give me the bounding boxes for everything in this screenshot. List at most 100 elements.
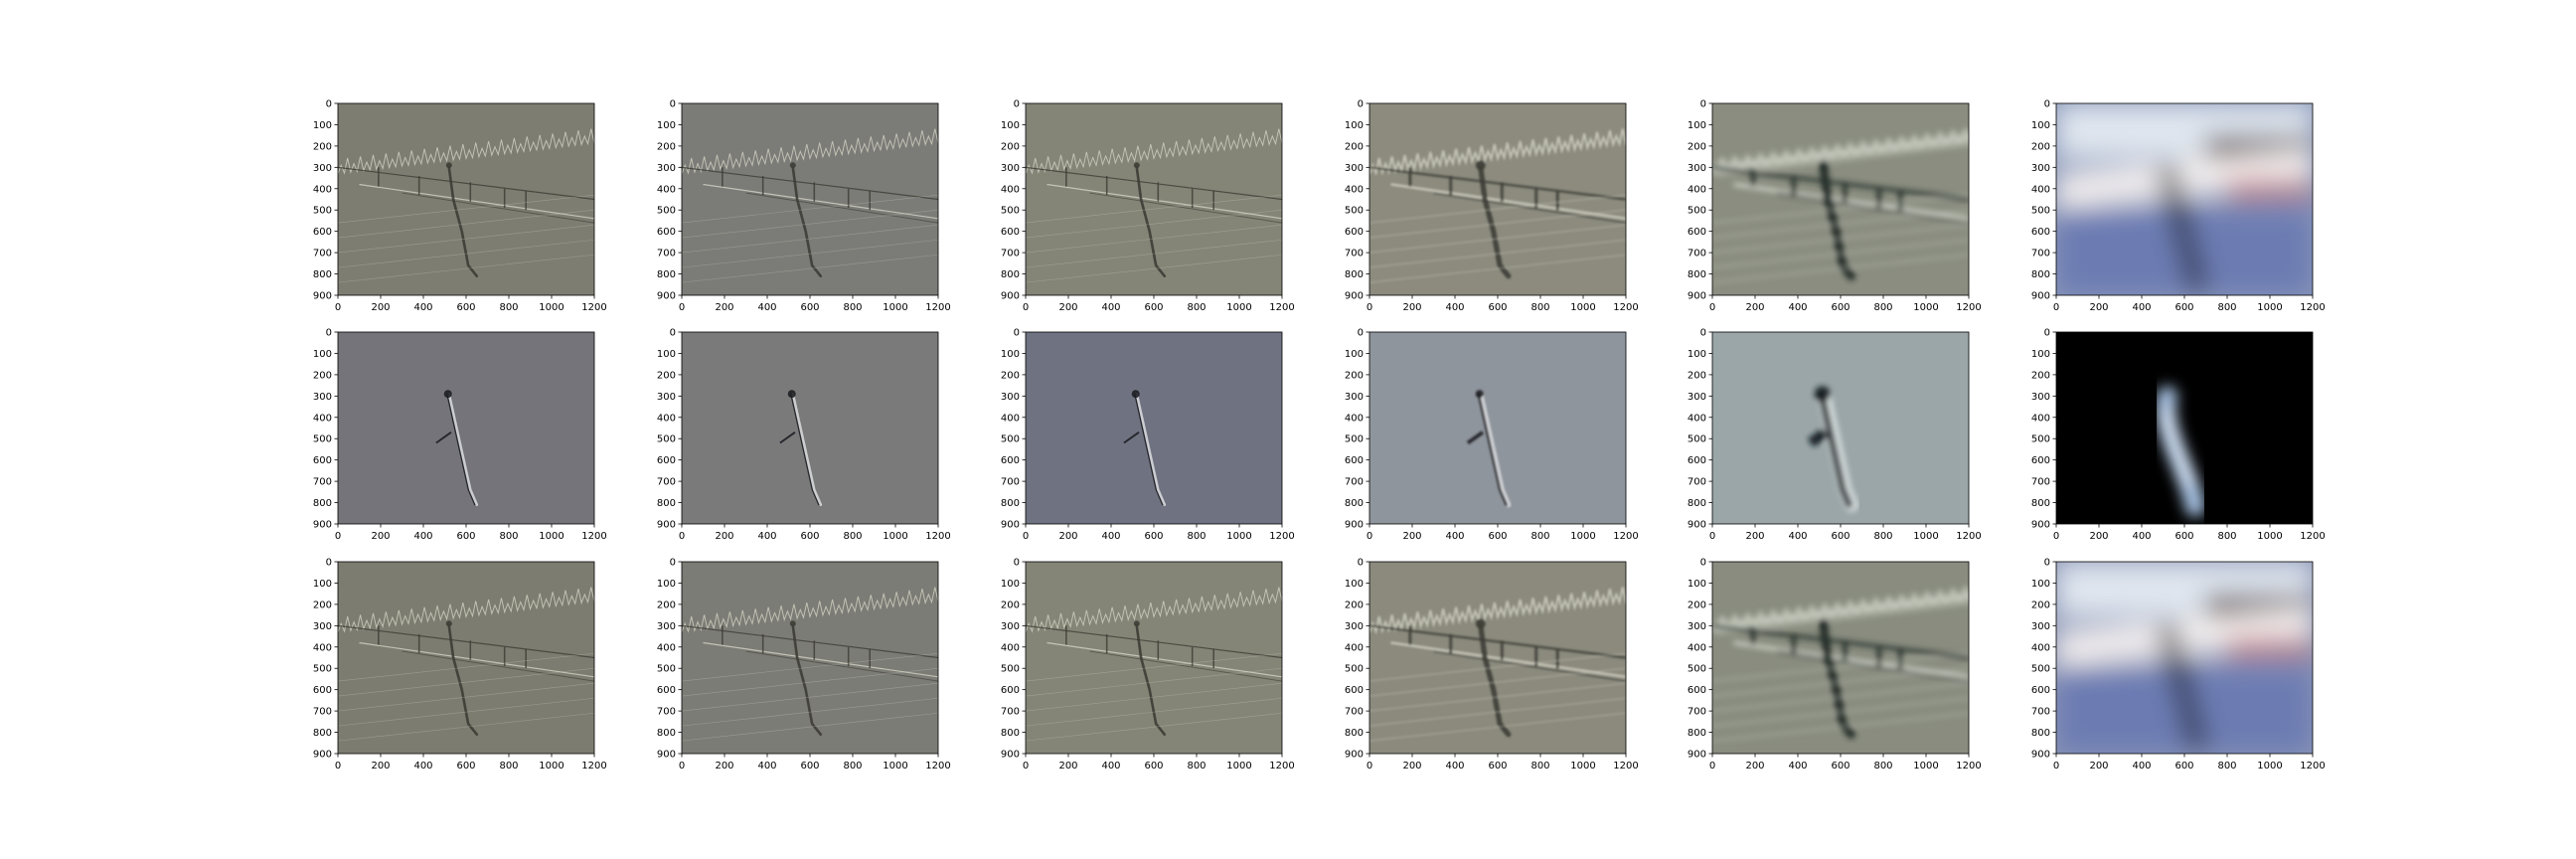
- x-tick-label: 800: [1530, 761, 1549, 772]
- y-tick-label: 200: [2031, 370, 2050, 381]
- x-tick-label: 400: [2132, 531, 2151, 542]
- x-tick-label: 200: [2089, 761, 2108, 772]
- y-tick-label: 400: [657, 184, 676, 195]
- panel-image: [338, 562, 594, 754]
- x-tick-label: 0: [1709, 761, 1715, 772]
- y-tick-label: 0: [1700, 558, 1706, 569]
- panel-r1-c3: 0 200 400 600 800 1000 1200 0 100 200 300 400 500 600…: [1345, 328, 1639, 543]
- x-tick-label: 200: [1402, 761, 1421, 772]
- y-tick-label: 300: [657, 621, 676, 632]
- y-tick-label: 700: [1688, 477, 1706, 488]
- x-tick-label: 200: [1058, 531, 1077, 542]
- x-tick-label: 200: [715, 531, 733, 542]
- panel-r1-c5: 0 200 400 600 800 1000 1200 0 100 200 300 400 500 600…: [2031, 328, 2326, 543]
- x-tick-label: 600: [1488, 302, 1507, 313]
- x-tick-label: 0: [1367, 531, 1372, 542]
- panel-r2-c0: 0 200 400 600 800 1000 1200 0 100 200 300 400 500 600…: [313, 558, 607, 773]
- y-tick-label: 900: [313, 750, 332, 761]
- x-tick-label: 1000: [1570, 302, 1595, 313]
- y-tick-label: 300: [1688, 621, 1706, 632]
- x-tick-label: 0: [1023, 302, 1029, 313]
- panel-image: [1369, 562, 1626, 754]
- y-tick-label: 700: [657, 707, 676, 718]
- x-tick-label: 0: [1023, 531, 1029, 542]
- y-tick-label: 500: [313, 664, 332, 675]
- y-tick-label: 700: [313, 249, 332, 259]
- y-tick-label: 0: [2044, 328, 2050, 339]
- x-tick-label: 1000: [1226, 302, 1251, 313]
- x-tick-label: 0: [2053, 302, 2059, 313]
- x-tick-label: 200: [715, 302, 733, 313]
- y-tick-label: 200: [313, 141, 332, 152]
- y-tick-label: 100: [1688, 120, 1706, 131]
- y-tick-label: 200: [1688, 370, 1706, 381]
- y-tick-label: 300: [313, 392, 332, 403]
- x-tick-label: 200: [1058, 302, 1077, 313]
- y-tick-label: 900: [1345, 520, 1364, 531]
- y-tick-label: 0: [2044, 99, 2050, 110]
- y-tick-label: 0: [1700, 328, 1706, 339]
- y-tick-label: 700: [313, 477, 332, 488]
- x-tick-label: 200: [371, 302, 390, 313]
- panel-image: [682, 103, 938, 295]
- x-tick-label: 1200: [925, 531, 950, 542]
- panel-image: [338, 332, 594, 524]
- y-tick-label: 500: [1001, 664, 1020, 675]
- x-tick-label: 0: [1023, 761, 1029, 772]
- x-tick-label: 1200: [2300, 531, 2325, 542]
- y-tick-label: 300: [657, 163, 676, 174]
- x-tick-label: 200: [2089, 531, 2108, 542]
- y-tick-label: 0: [670, 558, 676, 569]
- x-tick-label: 200: [1402, 302, 1421, 313]
- y-tick-label: 0: [670, 328, 676, 339]
- panel-image: [1712, 103, 1969, 295]
- y-tick-label: 900: [1001, 750, 1020, 761]
- x-tick-label: 0: [1709, 302, 1715, 313]
- x-tick-label: 0: [1367, 761, 1372, 772]
- y-tick-label: 700: [1001, 477, 1020, 488]
- x-tick-label: 0: [335, 531, 341, 542]
- panel-image: [2056, 332, 2313, 524]
- y-tick-label: 700: [657, 477, 676, 488]
- x-tick-label: 1000: [1226, 531, 1251, 542]
- y-tick-label: 600: [313, 455, 332, 466]
- x-tick-label: 600: [1144, 531, 1163, 542]
- y-tick-label: 600: [657, 227, 676, 238]
- x-tick-label: 600: [1488, 531, 1507, 542]
- y-tick-label: 100: [313, 120, 332, 131]
- x-tick-label: 800: [1187, 761, 1206, 772]
- y-tick-label: 500: [313, 434, 332, 445]
- y-tick-label: 200: [657, 600, 676, 610]
- y-tick-label: 300: [313, 621, 332, 632]
- x-tick-label: 800: [1187, 531, 1206, 542]
- x-tick-label: 1000: [1570, 761, 1595, 772]
- x-tick-label: 1200: [1956, 761, 1981, 772]
- y-tick-label: 100: [1001, 579, 1020, 590]
- y-tick-label: 600: [313, 227, 332, 238]
- y-tick-label: 100: [2031, 120, 2050, 131]
- x-tick-label: 200: [371, 531, 390, 542]
- y-tick-label: 0: [326, 328, 332, 339]
- x-tick-label: 1000: [883, 761, 907, 772]
- x-tick-label: 0: [335, 761, 341, 772]
- y-tick-label: 900: [657, 291, 676, 302]
- x-tick-label: 1200: [581, 761, 606, 772]
- panel-image: [682, 332, 938, 524]
- y-tick-label: 700: [657, 249, 676, 259]
- y-tick-label: 400: [1001, 413, 1020, 424]
- y-tick-label: 700: [1345, 249, 1364, 259]
- y-tick-label: 200: [657, 370, 676, 381]
- panel-image: [1712, 332, 1969, 524]
- y-tick-label: 400: [2031, 642, 2050, 653]
- x-tick-label: 400: [1445, 761, 1464, 772]
- y-tick-label: 800: [1345, 269, 1364, 280]
- x-tick-label: 800: [1530, 531, 1549, 542]
- y-tick-label: 0: [1358, 99, 1364, 110]
- y-tick-label: 800: [657, 728, 676, 739]
- y-tick-label: 800: [1001, 728, 1020, 739]
- y-tick-label: 600: [2031, 685, 2050, 696]
- x-tick-label: 400: [1445, 302, 1464, 313]
- x-tick-label: 1000: [1913, 302, 1938, 313]
- y-tick-label: 800: [1001, 498, 1020, 509]
- x-tick-label: 800: [2217, 531, 2236, 542]
